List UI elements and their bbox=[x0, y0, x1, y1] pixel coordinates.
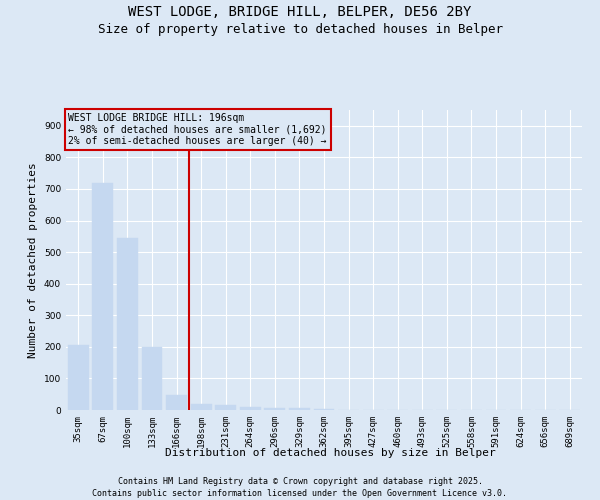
Bar bbox=[68, 346, 89, 410]
Text: Contains HM Land Registry data © Crown copyright and database right 2025.: Contains HM Land Registry data © Crown c… bbox=[118, 478, 482, 486]
Bar bbox=[142, 347, 163, 410]
Bar bbox=[215, 406, 236, 410]
Y-axis label: Number of detached properties: Number of detached properties bbox=[28, 162, 38, 358]
Text: Contains public sector information licensed under the Open Government Licence v3: Contains public sector information licen… bbox=[92, 489, 508, 498]
Bar bbox=[265, 408, 286, 410]
Text: WEST LODGE BRIDGE HILL: 196sqm
← 98% of detached houses are smaller (1,692)
2% o: WEST LODGE BRIDGE HILL: 196sqm ← 98% of … bbox=[68, 113, 327, 146]
Text: Size of property relative to detached houses in Belper: Size of property relative to detached ho… bbox=[97, 22, 503, 36]
Bar bbox=[166, 395, 187, 410]
Bar bbox=[240, 407, 261, 410]
Text: WEST LODGE, BRIDGE HILL, BELPER, DE56 2BY: WEST LODGE, BRIDGE HILL, BELPER, DE56 2B… bbox=[128, 5, 472, 19]
Bar bbox=[117, 238, 138, 410]
Bar bbox=[191, 404, 212, 410]
Bar bbox=[289, 408, 310, 410]
Bar bbox=[92, 182, 113, 410]
Text: Distribution of detached houses by size in Belper: Distribution of detached houses by size … bbox=[164, 448, 496, 458]
